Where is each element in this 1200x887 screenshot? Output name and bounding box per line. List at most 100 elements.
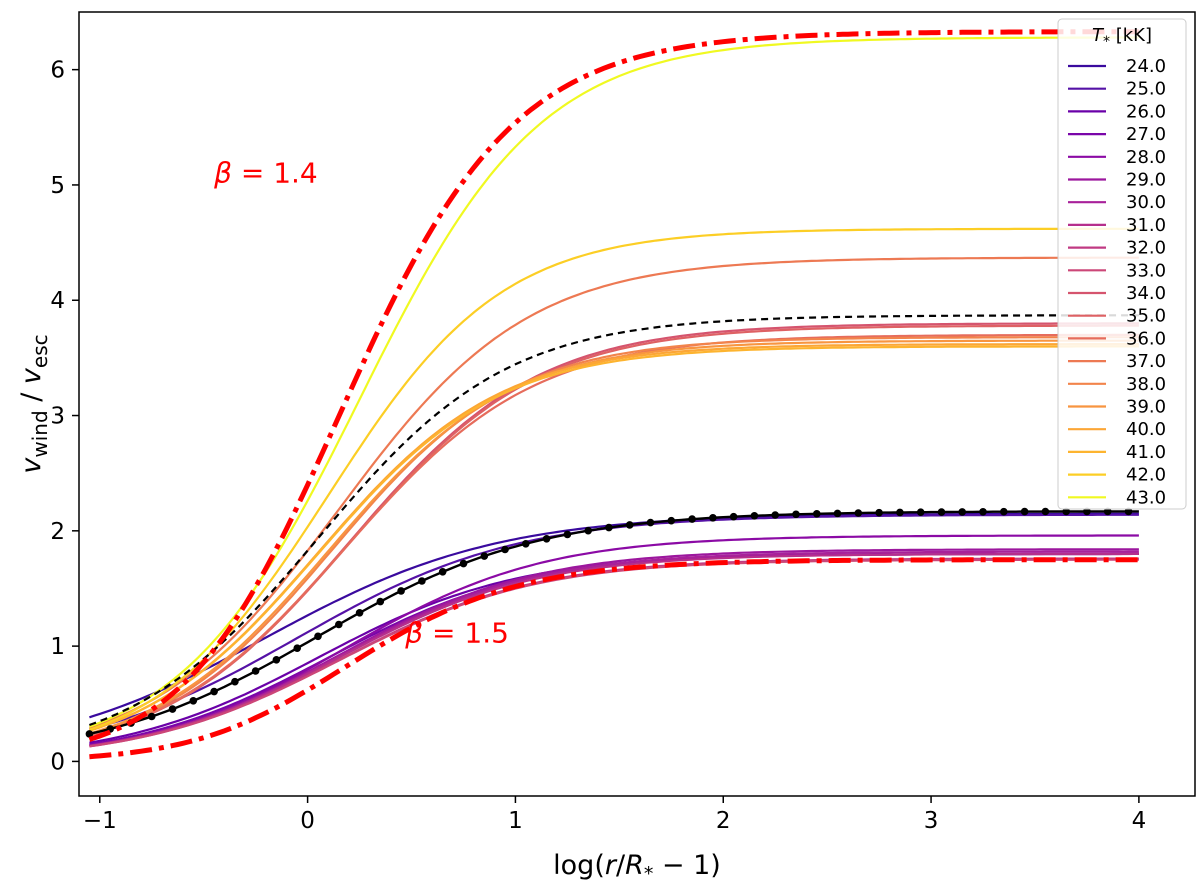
reference-marker — [1062, 507, 1070, 516]
reference-marker — [854, 509, 863, 517]
reference-marker — [667, 516, 676, 525]
legend-label: 35.0 — [1126, 306, 1166, 327]
legend-label: 26.0 — [1126, 101, 1166, 122]
legend-entry: 42.0 — [1068, 465, 1166, 486]
y-tick-label: 2 — [50, 519, 65, 545]
reference-marker — [522, 540, 530, 548]
reference-marker — [189, 697, 198, 705]
series-line-41.0 — [89, 345, 1139, 732]
legend-label: 41.0 — [1126, 442, 1166, 463]
legend-entry: 35.0 — [1068, 306, 1166, 327]
x-tick-label: 2 — [716, 808, 731, 834]
reference-marker — [168, 705, 177, 713]
x-axis-label: log(r/R* − 1) — [553, 850, 721, 885]
legend-label: 32.0 — [1126, 238, 1166, 259]
plot-area: β = 1.4 β = 1.5 — [78, 11, 1196, 797]
reference-marker — [605, 523, 613, 532]
legend-label: 28.0 — [1126, 147, 1166, 168]
reference-marker — [1000, 507, 1008, 516]
x-tick-label: 1 — [508, 808, 523, 834]
axes-frame — [78, 11, 1196, 797]
series-line-31.0 — [89, 552, 1139, 748]
beta-fit-line-2 — [89, 557, 1139, 760]
series-line-35.0 — [89, 324, 1139, 737]
reference-dashed-line — [89, 314, 1139, 727]
beta-annotation-1: β = 1.4 — [213, 157, 318, 190]
legend-box — [1057, 18, 1187, 510]
series-line-28.0 — [89, 534, 1139, 747]
reference-marker — [916, 508, 925, 516]
legend-label: 29.0 — [1126, 170, 1166, 191]
legend-entry: 25.0 — [1068, 79, 1166, 100]
reference-marker — [397, 587, 405, 595]
series-line-34.0 — [89, 322, 1139, 737]
reference-marker — [459, 559, 468, 568]
reference-marker — [875, 508, 883, 517]
legend-entry: 40.0 — [1068, 419, 1166, 440]
reference-marker — [85, 730, 94, 738]
reference-marker — [210, 687, 218, 696]
curves-group — [85, 29, 1139, 760]
x-tick-label: 4 — [1132, 808, 1147, 834]
reference-marker — [376, 597, 385, 606]
legend-label: 25.0 — [1126, 79, 1166, 100]
legend-label: 37.0 — [1126, 351, 1166, 372]
legend-entry: 39.0 — [1068, 397, 1166, 418]
y-axis: 0 1 2 3 4 5 6 — [50, 58, 79, 775]
series-line-42.0 — [89, 227, 1139, 731]
legend-label: 43.0 — [1126, 487, 1166, 508]
reference-marker — [314, 632, 322, 641]
legend-label: 30.0 — [1126, 192, 1166, 213]
legend-label: 33.0 — [1126, 260, 1166, 281]
legend-entry: 27.0 — [1068, 124, 1166, 145]
x-tick-label: 0 — [300, 808, 315, 834]
reference-marker — [438, 568, 447, 576]
reference-marker — [480, 552, 489, 560]
reference-marker — [979, 508, 987, 516]
reference-markers — [85, 507, 1133, 738]
legend-label: 24.0 — [1126, 56, 1166, 77]
y-tick-label: 4 — [50, 288, 65, 314]
series-line-24.0 — [89, 512, 1139, 719]
x-tick-label: 3 — [924, 808, 939, 834]
reference-marker — [750, 512, 759, 520]
reference-marker — [688, 515, 696, 523]
legend-entry: 31.0 — [1068, 215, 1166, 236]
legend-label: 40.0 — [1126, 419, 1166, 440]
reference-marker — [251, 667, 260, 675]
legend-entry: 37.0 — [1068, 351, 1166, 372]
legend-entry: 24.0 — [1068, 56, 1166, 77]
series-line-37.0 — [89, 256, 1139, 729]
annotations-group: β = 1.4 β = 1.5 — [213, 157, 509, 650]
legend: T* [kK]24.025.026.027.028.029.030.031.03… — [1057, 18, 1187, 510]
reference-marker — [833, 509, 842, 518]
legend-entry: 28.0 — [1068, 147, 1166, 168]
reference-marker — [625, 521, 634, 529]
legend-entry: 32.0 — [1068, 238, 1166, 259]
reference-marker — [542, 535, 551, 543]
reference-marker — [937, 508, 946, 516]
legend-entry: 43.0 — [1068, 487, 1166, 508]
legend-entry: 38.0 — [1068, 374, 1166, 395]
legend-entry: 26.0 — [1068, 101, 1166, 122]
legend-entry: 34.0 — [1068, 283, 1166, 304]
legend-label: 39.0 — [1126, 397, 1166, 418]
series-line-33.0 — [89, 558, 1139, 748]
reference-marker — [355, 609, 364, 617]
reference-marker — [646, 518, 655, 527]
reference-marker — [293, 644, 302, 652]
y-tick-label: 6 — [50, 58, 65, 84]
legend-label: 38.0 — [1126, 374, 1166, 395]
legend-label: 42.0 — [1126, 465, 1166, 486]
legend-label: 36.0 — [1126, 328, 1166, 349]
reference-marker — [231, 677, 239, 686]
reference-marker — [813, 510, 821, 518]
series-line-38.0 — [89, 336, 1139, 736]
legend-title: T* [kK] — [1092, 25, 1152, 50]
reference-marker — [729, 512, 738, 521]
reference-marker — [335, 620, 343, 629]
reference-marker — [584, 526, 592, 535]
legend-entry: 30.0 — [1068, 192, 1166, 213]
y-tick-label: 3 — [50, 404, 65, 430]
